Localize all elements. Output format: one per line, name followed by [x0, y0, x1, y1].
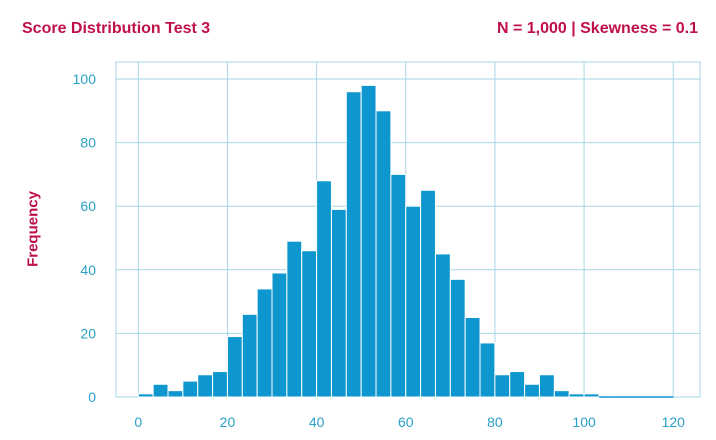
histogram-bar — [256, 288, 273, 398]
histogram-bar — [137, 393, 154, 398]
histogram-bar — [345, 91, 362, 398]
histogram-bar — [434, 253, 451, 398]
histogram-bar — [226, 336, 243, 398]
chart-title: Score Distribution Test 3 — [22, 20, 211, 37]
histogram-bar — [464, 317, 481, 398]
x-tick-label: 60 — [398, 414, 414, 430]
histogram-bar — [330, 208, 347, 398]
x-tick-label: 0 — [134, 414, 142, 430]
histogram-bar — [316, 180, 332, 398]
histogram-bar — [271, 272, 288, 398]
x-tick-labels: 0 20 40 60 80 100 120 — [134, 414, 685, 430]
histogram-bar — [241, 313, 258, 398]
y-tick-label: 40 — [80, 262, 96, 278]
y-tick-label: 0 — [88, 389, 96, 405]
histogram-bar — [420, 189, 436, 398]
x-tick-label: 120 — [662, 414, 686, 430]
x-tick-label: 20 — [220, 414, 236, 430]
histogram-bar — [568, 393, 585, 398]
histogram-bar — [553, 390, 570, 398]
x-tick-label: 40 — [309, 414, 325, 430]
histogram-bar — [167, 390, 184, 398]
histogram-bar — [182, 380, 199, 398]
histogram-bar — [449, 278, 466, 398]
histogram-bar — [405, 205, 422, 398]
histogram-bar — [524, 383, 540, 398]
y-tick-label: 60 — [80, 198, 96, 214]
histogram-bar — [212, 371, 228, 398]
y-tick-label: 80 — [80, 135, 96, 151]
x-tick-label: 80 — [487, 414, 503, 430]
y-tick-label: 20 — [80, 325, 96, 341]
histogram-bar — [538, 374, 555, 398]
histogram-bar — [360, 84, 377, 398]
y-tick-labels: 0 20 40 60 80 100 — [73, 71, 97, 405]
chart-stats: N = 1,000 | Skewness = 0.1 — [496, 20, 698, 37]
histogram-bar — [479, 342, 496, 398]
histogram-bar — [583, 393, 600, 398]
y-tick-label: 100 — [73, 71, 97, 87]
histogram-bar — [509, 371, 526, 398]
histogram-bar — [197, 374, 214, 398]
bars — [137, 84, 674, 398]
histogram-bar — [375, 110, 392, 398]
x-tick-label: 100 — [572, 414, 596, 430]
histogram-bar — [494, 374, 511, 398]
histogram-bar — [286, 240, 303, 398]
histogram-bar — [390, 173, 407, 398]
histogram-bar — [301, 250, 318, 398]
histogram-bar — [152, 383, 169, 398]
